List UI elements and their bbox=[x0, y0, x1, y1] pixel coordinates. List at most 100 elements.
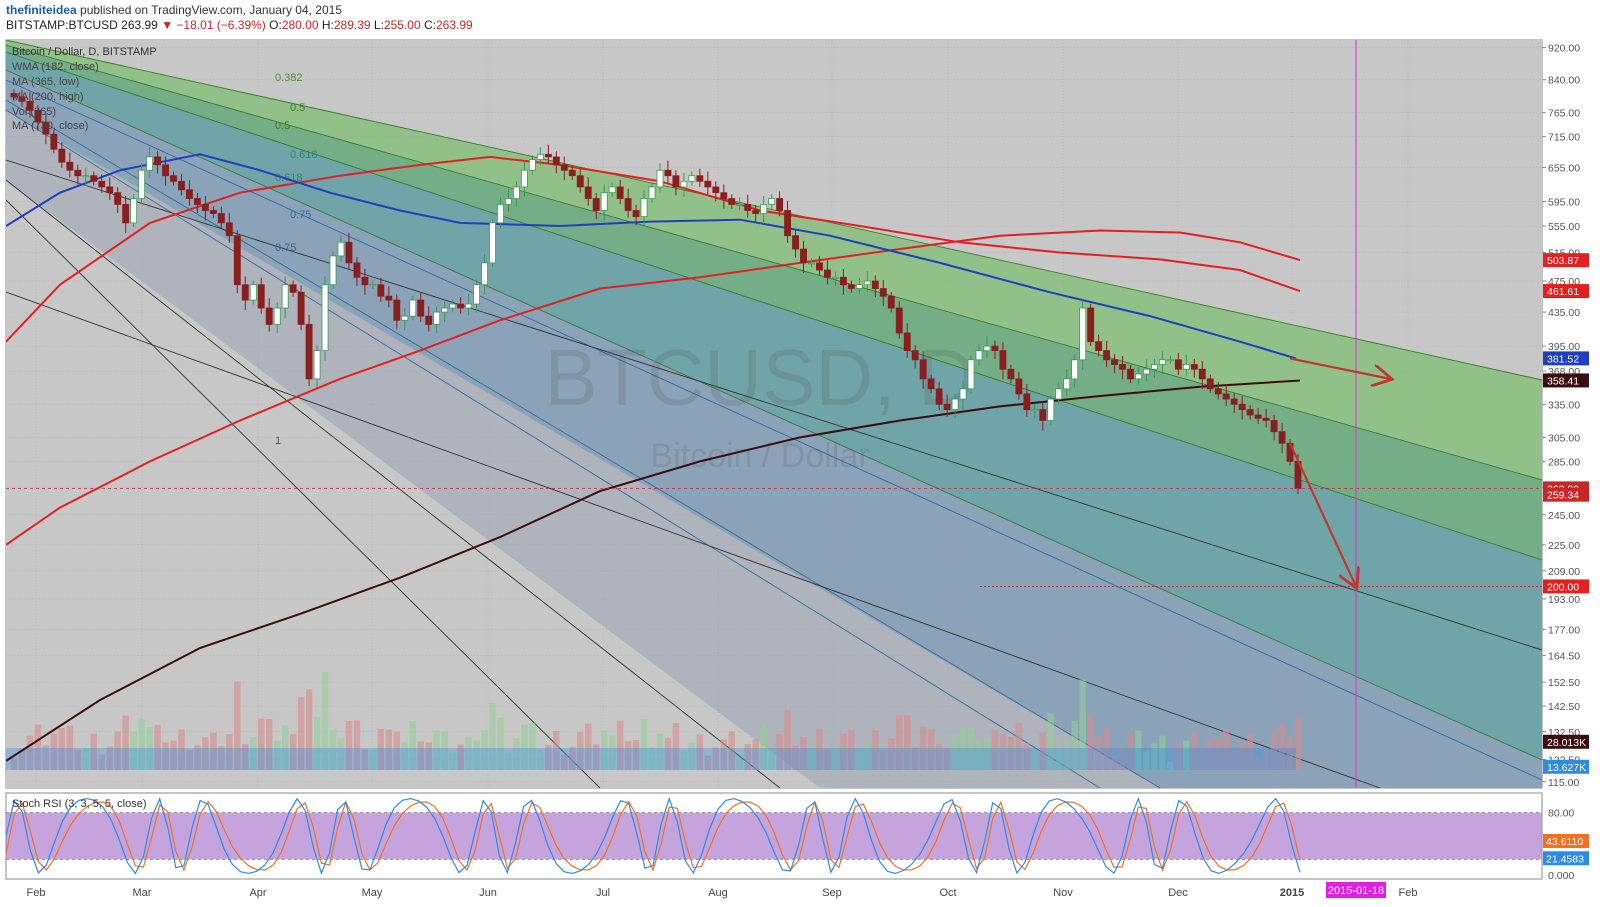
target-date-badge bbox=[1326, 882, 1386, 898]
volume-bar bbox=[991, 729, 999, 770]
fib-label-075b: 0.75 bbox=[275, 242, 296, 254]
volume-bar bbox=[880, 751, 887, 770]
time-tick-label: Sep bbox=[822, 887, 842, 899]
target-arrow-up bbox=[1289, 357, 1390, 378]
candle-body bbox=[656, 169, 664, 188]
time-tick-label: Aug bbox=[708, 887, 728, 899]
main-plot: BTCUSD, D Bitcoin / Dollar 0.382 0.5 0.5… bbox=[6, 40, 1542, 788]
candle-body bbox=[520, 169, 528, 188]
volume-bar bbox=[959, 726, 967, 770]
candle-body bbox=[58, 148, 66, 163]
volume-bar bbox=[752, 739, 759, 770]
volume-bar bbox=[704, 755, 712, 770]
fib-label-075a: 0.75 bbox=[290, 209, 311, 221]
volume-bar bbox=[848, 729, 855, 770]
stoch-plot bbox=[6, 796, 1542, 875]
volume-bar bbox=[242, 744, 249, 770]
price-axis[interactable]: 920.00 840.00 765.00 715.00 655.00 595.00 555.… bbox=[1542, 43, 1580, 789]
candle-body bbox=[576, 175, 584, 188]
volume-bar bbox=[313, 717, 321, 770]
volume-bar bbox=[592, 744, 600, 770]
candle-body bbox=[457, 303, 465, 309]
volume-bar bbox=[1127, 732, 1134, 770]
volume-bar bbox=[967, 727, 975, 770]
fib-label-05a: 0.5 bbox=[290, 102, 305, 114]
time-axis[interactable]: Feb Mar Apr May Jun Jul Aug Sep Oct Nov Dec 2015 Feb bbox=[27, 887, 1418, 899]
volume-bar bbox=[1223, 729, 1230, 770]
candle-body bbox=[1103, 350, 1111, 361]
volume-ma-area bbox=[6, 748, 1296, 770]
volume-bar bbox=[768, 749, 775, 770]
candle-body bbox=[935, 388, 943, 405]
volume-bar bbox=[1207, 739, 1214, 770]
candle-body bbox=[473, 284, 480, 305]
candle-body bbox=[808, 262, 815, 265]
volume-bar bbox=[433, 730, 440, 770]
candle-body bbox=[736, 204, 744, 206]
volume-bar bbox=[305, 689, 313, 770]
last-price: 263.99 bbox=[121, 18, 158, 32]
volume-bar bbox=[728, 731, 735, 770]
stoch-badge-label: 43.6110 bbox=[1546, 836, 1583, 848]
candle-body bbox=[369, 284, 377, 287]
candle-body bbox=[1047, 398, 1055, 421]
candle-body bbox=[1214, 388, 1222, 395]
price-tick-label: 225.00 bbox=[1548, 540, 1580, 552]
candle-body bbox=[536, 153, 544, 160]
candle-body bbox=[983, 345, 991, 352]
candle-body bbox=[1071, 359, 1079, 380]
candle-body bbox=[409, 299, 417, 317]
candle-body bbox=[305, 324, 313, 380]
candle-body bbox=[1182, 364, 1190, 370]
volume-bar bbox=[1254, 757, 1262, 770]
candle-body bbox=[784, 210, 792, 237]
volume-bar bbox=[1039, 732, 1046, 770]
candle-body bbox=[696, 175, 704, 182]
candle-body bbox=[975, 350, 983, 361]
volume-bar bbox=[672, 723, 680, 770]
price-tick-label: 920.00 bbox=[1548, 43, 1580, 55]
candle-body bbox=[42, 121, 50, 135]
candle-body bbox=[847, 284, 855, 289]
price-badge-label: 259.34 bbox=[1547, 490, 1579, 502]
candle-body bbox=[1278, 431, 1286, 444]
candle-body bbox=[465, 303, 473, 309]
stoch-axis[interactable]: 80.00 0.000 43.6110 21.4583 bbox=[1543, 808, 1589, 882]
candle-body bbox=[824, 269, 831, 278]
candle-body bbox=[1127, 368, 1134, 380]
grid bbox=[6, 40, 1542, 788]
volume-bar bbox=[465, 736, 472, 770]
author-name[interactable]: thefiniteidea bbox=[6, 3, 77, 17]
candle-body bbox=[927, 378, 935, 390]
volume-bar bbox=[281, 725, 289, 770]
candle-body bbox=[18, 96, 26, 102]
candle-body bbox=[744, 204, 752, 211]
volume-bar bbox=[441, 731, 448, 770]
volume-bar bbox=[329, 729, 337, 770]
volume-bar bbox=[297, 696, 305, 770]
legend-vol: Vol (365) bbox=[12, 106, 56, 118]
volume-bar bbox=[912, 746, 919, 770]
price-tick-label: 555.00 bbox=[1548, 221, 1580, 233]
volume-bar bbox=[449, 752, 456, 770]
volume-bar bbox=[385, 729, 393, 770]
stoch-badge-label: 21.4583 bbox=[1546, 853, 1584, 865]
candle-body bbox=[337, 241, 345, 257]
volume-bar bbox=[776, 734, 783, 770]
volume-bar bbox=[369, 750, 377, 770]
volume-bar bbox=[353, 720, 361, 770]
candle-body bbox=[130, 198, 138, 224]
candle-body bbox=[393, 299, 401, 321]
volume-bar bbox=[1079, 679, 1086, 770]
candle-body bbox=[1063, 378, 1071, 390]
candle-body bbox=[353, 262, 361, 278]
volume-bar bbox=[425, 742, 432, 770]
candle-body bbox=[1174, 359, 1182, 370]
candle-body bbox=[760, 204, 768, 214]
legend-ma365: MA (365, low) bbox=[12, 76, 79, 88]
volume-bar bbox=[1063, 738, 1070, 770]
candle-body bbox=[209, 210, 217, 214]
candle-body bbox=[903, 332, 911, 352]
candle-body bbox=[528, 159, 536, 171]
